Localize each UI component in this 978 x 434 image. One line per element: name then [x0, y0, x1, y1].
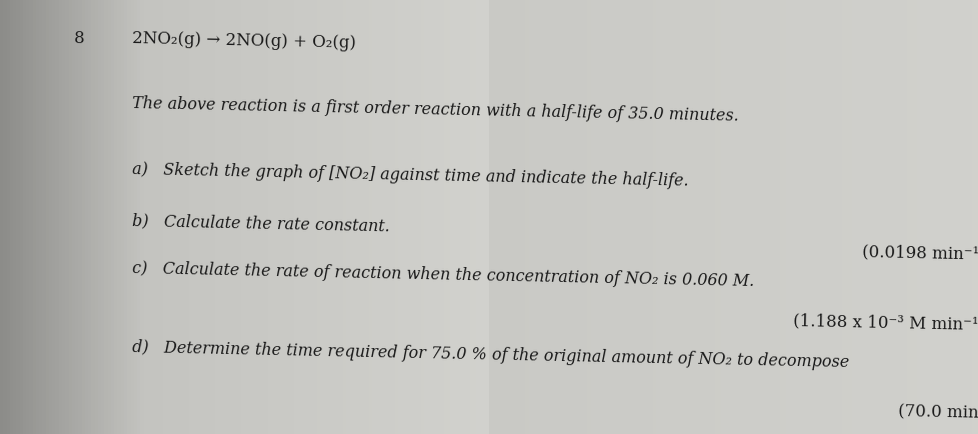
Text: b)   Calculate the rate constant.: b) Calculate the rate constant.: [132, 213, 390, 235]
Text: (1.188 x 10⁻³ M min⁻¹: (1.188 x 10⁻³ M min⁻¹: [792, 312, 978, 333]
Text: The above reaction is a first order reaction with a half-life of 35.0 minutes.: The above reaction is a first order reac…: [132, 95, 738, 125]
Text: 8: 8: [73, 30, 84, 48]
Text: (0.0198 min⁻¹: (0.0198 min⁻¹: [861, 243, 978, 263]
Text: (70.0 min: (70.0 min: [897, 404, 978, 422]
Text: c)   Calculate the rate of reaction when the concentration of NO₂ is 0.060 M.: c) Calculate the rate of reaction when t…: [132, 260, 754, 290]
Text: a)   Sketch the graph of [NO₂] against time and indicate the half-life.: a) Sketch the graph of [NO₂] against tim…: [132, 161, 689, 189]
Text: d)   Determine the time required for 75.0 % of the original amount of NO₂ to dec: d) Determine the time required for 75.0 …: [132, 339, 849, 371]
Text: 2NO₂(g) → 2NO(g) + O₂(g): 2NO₂(g) → 2NO(g) + O₂(g): [132, 30, 356, 52]
